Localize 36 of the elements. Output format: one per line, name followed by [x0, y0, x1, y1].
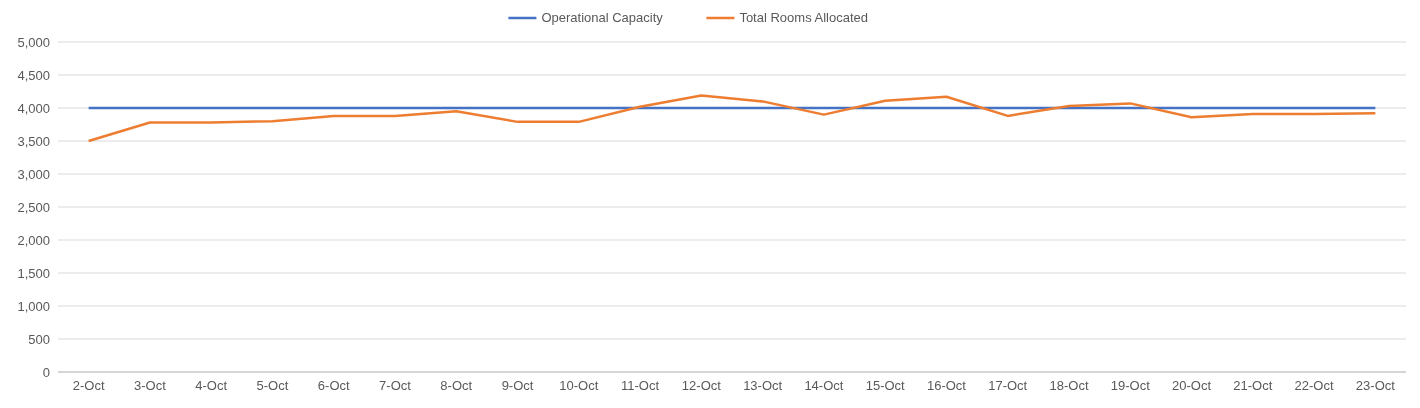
y-tick-label: 0 — [42, 364, 50, 380]
y-tick-label: 5,000 — [17, 34, 50, 50]
x-tick-label: 3-Oct — [134, 378, 167, 393]
x-tick-label: 18-Oct — [1049, 378, 1089, 393]
y-tick-label: 2,000 — [17, 232, 50, 248]
line-series — [87, 94, 1377, 143]
y-tick-label: 4,500 — [17, 67, 50, 83]
x-tick-label: 23-Oct — [1355, 378, 1396, 393]
x-tick-label: 10-Oct — [559, 378, 599, 393]
x-tick-label: 14-Oct — [804, 378, 844, 393]
x-tick-label: 15-Oct — [865, 378, 906, 393]
x-tick-label: 13-Oct — [743, 378, 783, 393]
x-tick-label: 4-Oct — [195, 378, 228, 393]
x-tick-label: 17-Oct — [988, 378, 1028, 393]
y-tick-label: 3,500 — [17, 133, 50, 149]
y-tick-label: 1,500 — [17, 265, 50, 281]
x-tick-label: 21-Oct — [1233, 378, 1273, 393]
x-tick-label: 7-Oct — [379, 378, 412, 393]
y-tick-label: 2,500 — [17, 199, 50, 215]
y-tick-label: 4,000 — [17, 100, 50, 116]
y-tick-label: 1,000 — [17, 298, 50, 314]
x-tick-label: 20-Oct — [1172, 378, 1212, 393]
x-tick-label: 12-Oct — [681, 378, 722, 393]
x-tick-label: 9-Oct — [501, 378, 534, 393]
legend-label: Total Rooms Allocated — [739, 10, 869, 25]
y-tick-label: 500 — [28, 331, 50, 347]
x-tick-label: 19-Oct — [1110, 378, 1151, 393]
x-tick-label: 11-Oct — [621, 378, 660, 393]
x-tick-label: 6-Oct — [317, 378, 350, 393]
x-tick-label: 8-Oct — [440, 378, 473, 393]
legend-label: Operational Capacity — [541, 10, 664, 25]
x-tick-label: 22-Oct — [1294, 378, 1334, 393]
x-tick-label: 16-Oct — [926, 378, 967, 393]
x-tick-label: 2-Oct — [72, 378, 105, 393]
x-tick-label: 5-Oct — [256, 378, 289, 393]
y-tick-label: 3,000 — [17, 166, 50, 182]
